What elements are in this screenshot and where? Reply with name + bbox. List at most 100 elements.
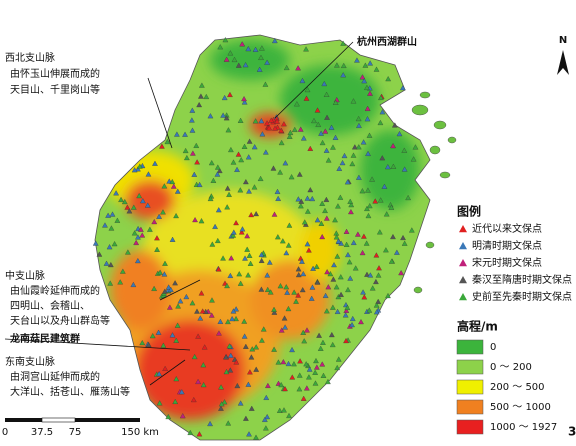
annotation: 由仙霞岭延伸而成的 [10,284,100,297]
site-marker [247,369,253,375]
site-marker [149,333,156,339]
site-marker [364,84,370,90]
site-marker [360,289,366,295]
elevation-legend: 0 0 ～ 200 200 ～ 500 500 ～ 1000 1000 ～ 1927 [456,339,557,435]
site-marker [283,250,290,256]
site-marker [301,338,308,344]
site-marker [233,315,239,322]
site-marker [241,333,248,339]
site-marker [263,425,269,431]
site-marker [343,241,350,247]
site-marker [157,269,163,275]
site-marker [310,265,316,271]
annotation: 由怀玉山伸展而成的 [10,67,100,80]
site-marker [359,188,366,194]
site-marker [333,234,340,240]
site-marker [277,169,283,175]
site-marker [135,257,141,264]
site-marker [96,251,103,257]
legend-label: 秦汉至隋唐时期文保点 [472,273,572,286]
site-marker [195,333,201,339]
site-marker [249,346,256,352]
site-marker [366,132,373,138]
site-marker [272,125,278,131]
site-marker [314,107,321,113]
site-marker [282,386,288,392]
site-marker [221,94,228,101]
site-marker [252,118,259,124]
elevation-swatch [456,419,484,435]
site-marker [282,324,288,330]
site-marker [224,204,231,210]
annotation: 天目山、千里岗山等 [10,83,100,96]
site-marker [355,231,361,237]
site-marker [336,165,343,171]
site-marker [304,385,310,391]
legend: 近代以来文保点明清时期文保点宋元时期文保点秦汉至隋唐时期文保点史前至先秦时期文保… [459,222,572,303]
site-marker [151,285,157,291]
site-marker [334,253,341,259]
annotation: 东南支山脉 [5,355,55,368]
site-marker [270,165,277,171]
site-marker [162,365,168,371]
site-marker [214,171,221,177]
site-marker [238,229,245,235]
site-marker [277,283,284,289]
site-marker [315,121,322,127]
site-marker [401,240,408,246]
site-marker [191,171,198,177]
site-marker [241,96,247,102]
site-marker [331,262,337,268]
site-marker [314,279,321,285]
site-marker [192,217,198,223]
site-marker [145,341,152,348]
site-marker [319,233,326,240]
site-marker [245,381,252,387]
site-marker [388,204,395,210]
site-marker [298,203,304,209]
site-marker [189,117,195,123]
site-marker [281,315,288,321]
site-marker [281,121,287,127]
site-marker [125,249,131,255]
site-marker [323,308,330,314]
site-marker [223,354,229,360]
site-marker [216,167,223,174]
site-marker [322,128,329,134]
site-marker [355,144,362,150]
site-marker [220,255,226,261]
legend-symbol [459,259,467,267]
site-marker [347,198,354,204]
site-marker [313,357,319,364]
site-marker [167,286,174,292]
site-marker [245,272,251,278]
site-marker [209,297,215,303]
site-marker [348,202,355,208]
site-marker [367,90,373,96]
elevation-label: 0 [490,342,496,353]
site-marker [226,343,233,349]
site-marker [295,292,302,298]
site-marker [174,188,181,194]
site-marker [258,257,265,263]
site-marker [281,407,287,413]
site-marker [381,183,388,189]
site-marker [304,86,311,93]
site-marker [385,292,391,299]
site-marker [187,429,194,436]
site-marker [351,144,358,150]
site-marker [356,122,362,128]
site-marker [299,77,306,84]
site-marker [264,59,270,65]
site-marker [287,129,294,136]
site-marker [291,361,297,367]
legend-label: 明清时期文保点 [472,239,542,252]
site-marker [352,265,359,271]
site-marker [359,249,366,256]
site-marker [275,359,282,365]
site-marker [235,62,242,68]
site-marker [278,127,285,133]
site-marker [278,327,285,333]
annotation: 杭州西湖群山 [357,35,417,48]
site-marker [242,62,249,68]
